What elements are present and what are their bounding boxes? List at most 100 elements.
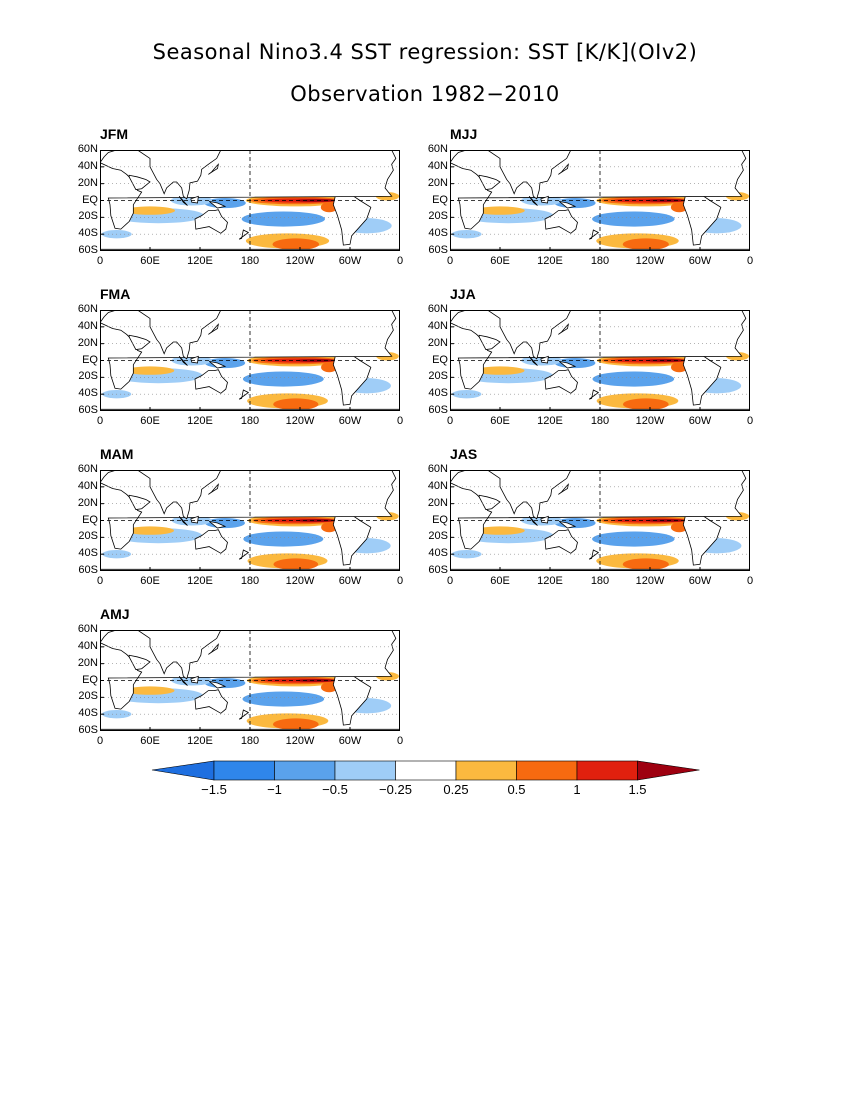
coastline <box>190 195 199 204</box>
lon-tick-label: 0 <box>396 255 404 267</box>
lon-tick-label: 180 <box>240 255 260 267</box>
panel-label-mjj: MJJ <box>450 126 478 142</box>
coastline <box>238 229 250 240</box>
lon-tick-label: 120E <box>187 415 213 427</box>
lat-tick-label: 20S <box>78 370 98 383</box>
lat-tick-label: 40N <box>427 479 448 492</box>
lat-tick-label: 40N <box>77 639 98 652</box>
lon-tick-label: 0 <box>446 415 454 427</box>
lat-tick-label: 20N <box>427 496 448 509</box>
coastline <box>208 483 219 495</box>
lon-tick-label: 120E <box>537 255 563 267</box>
colorbar-segment <box>395 760 457 781</box>
lon-tick-label: 120W <box>285 735 315 747</box>
colorbar <box>151 760 700 781</box>
lon-tick-label: 60E <box>490 255 510 267</box>
coastline <box>136 310 222 360</box>
coastline <box>478 334 501 350</box>
sst-anomaly-patch <box>242 691 325 707</box>
lat-tick-label: 40S <box>78 387 98 400</box>
lon-tick-label: 0 <box>746 415 754 427</box>
map-panel-jfm <box>100 150 400 251</box>
lon-tick-label: 180 <box>240 415 260 427</box>
lat-tick-label: 40N <box>77 479 98 492</box>
lon-tick-label: 60E <box>140 575 160 587</box>
colorbar-segment <box>334 760 396 781</box>
coastline <box>540 195 549 204</box>
sst-anomaly-patch <box>592 211 675 227</box>
coastline <box>540 515 549 524</box>
lat-tick-label: 40N <box>77 319 98 332</box>
coastline <box>128 174 151 190</box>
coastline <box>486 470 572 520</box>
coastline <box>208 360 227 369</box>
coastline <box>238 549 250 560</box>
colorbar-segment <box>516 760 578 781</box>
coastline <box>558 200 577 209</box>
lon-tick-label: 120W <box>285 255 315 267</box>
coastline <box>208 680 227 689</box>
lat-tick-label: EQ <box>432 193 448 206</box>
lat-tick-label: EQ <box>432 513 448 526</box>
lon-tick-label: 120E <box>537 415 563 427</box>
sst-anomaly-patch <box>592 371 675 387</box>
sst-anomaly-patch <box>242 371 324 387</box>
lat-tick-label: 20S <box>78 690 98 703</box>
sst-anomaly-patch <box>272 238 320 251</box>
lon-tick-label: 0 <box>446 575 454 587</box>
coastline <box>208 520 227 529</box>
coastline <box>178 356 188 366</box>
coastline <box>128 654 151 670</box>
lon-tick-label: 60E <box>140 255 160 267</box>
lon-tick-label: 120W <box>285 415 315 427</box>
lon-tick-label: 0 <box>96 735 104 747</box>
lat-tick-label: 60S <box>78 244 98 256</box>
lon-tick-label: 60W <box>338 575 362 587</box>
lon-tick-label: 0 <box>396 735 404 747</box>
map-panel-mam <box>100 470 400 571</box>
sst-anomaly-patch <box>475 206 525 215</box>
sst-anomaly-patch <box>243 531 324 547</box>
colorbar-level-label: −1.5 <box>201 782 227 797</box>
coastline <box>540 355 549 364</box>
lat-tick-label: 20N <box>77 336 98 349</box>
chart-subtitle: Observation 1982−2010 <box>290 82 560 106</box>
colorbar-segment <box>576 760 638 781</box>
lon-tick-label: 180 <box>590 415 610 427</box>
lon-tick-label: 120W <box>635 575 665 587</box>
sst-anomaly-patch <box>273 558 319 571</box>
coastline <box>238 709 250 720</box>
coastline <box>528 196 538 206</box>
coastline <box>486 150 572 200</box>
sst-anomaly-patch <box>475 366 525 375</box>
lat-tick-label: EQ <box>82 673 98 686</box>
coastline <box>136 630 222 680</box>
chart-title: Seasonal Nino3.4 SST regression: SST [K/… <box>152 40 698 64</box>
lat-tick-label: 40N <box>77 159 98 172</box>
coastline <box>588 229 600 240</box>
lat-tick-label: EQ <box>82 513 98 526</box>
lat-tick-label: 60N <box>427 463 448 475</box>
lat-tick-label: 60S <box>78 564 98 576</box>
lat-tick-label: EQ <box>82 353 98 366</box>
lon-tick-label: 60E <box>140 735 160 747</box>
lon-tick-label: 120E <box>187 255 213 267</box>
lat-tick-label: 20N <box>77 176 98 189</box>
coastline <box>190 355 199 364</box>
coastline <box>588 549 600 560</box>
lat-tick-label: 40S <box>428 227 448 240</box>
lon-tick-label: 180 <box>240 735 260 747</box>
coastline <box>136 470 222 520</box>
lon-tick-label: 180 <box>590 575 610 587</box>
coastline <box>128 334 151 350</box>
lon-tick-label: 0 <box>396 415 404 427</box>
lat-tick-label: 60N <box>427 143 448 155</box>
coastline <box>178 196 188 206</box>
sst-anomaly-patch <box>622 238 669 251</box>
map-panel-amj <box>100 630 400 731</box>
coastline <box>478 174 501 190</box>
lat-tick-label: 60N <box>77 143 98 155</box>
lon-tick-label: 0 <box>96 415 104 427</box>
sst-anomaly-patch <box>125 206 175 215</box>
lat-tick-label: 20N <box>427 336 448 349</box>
